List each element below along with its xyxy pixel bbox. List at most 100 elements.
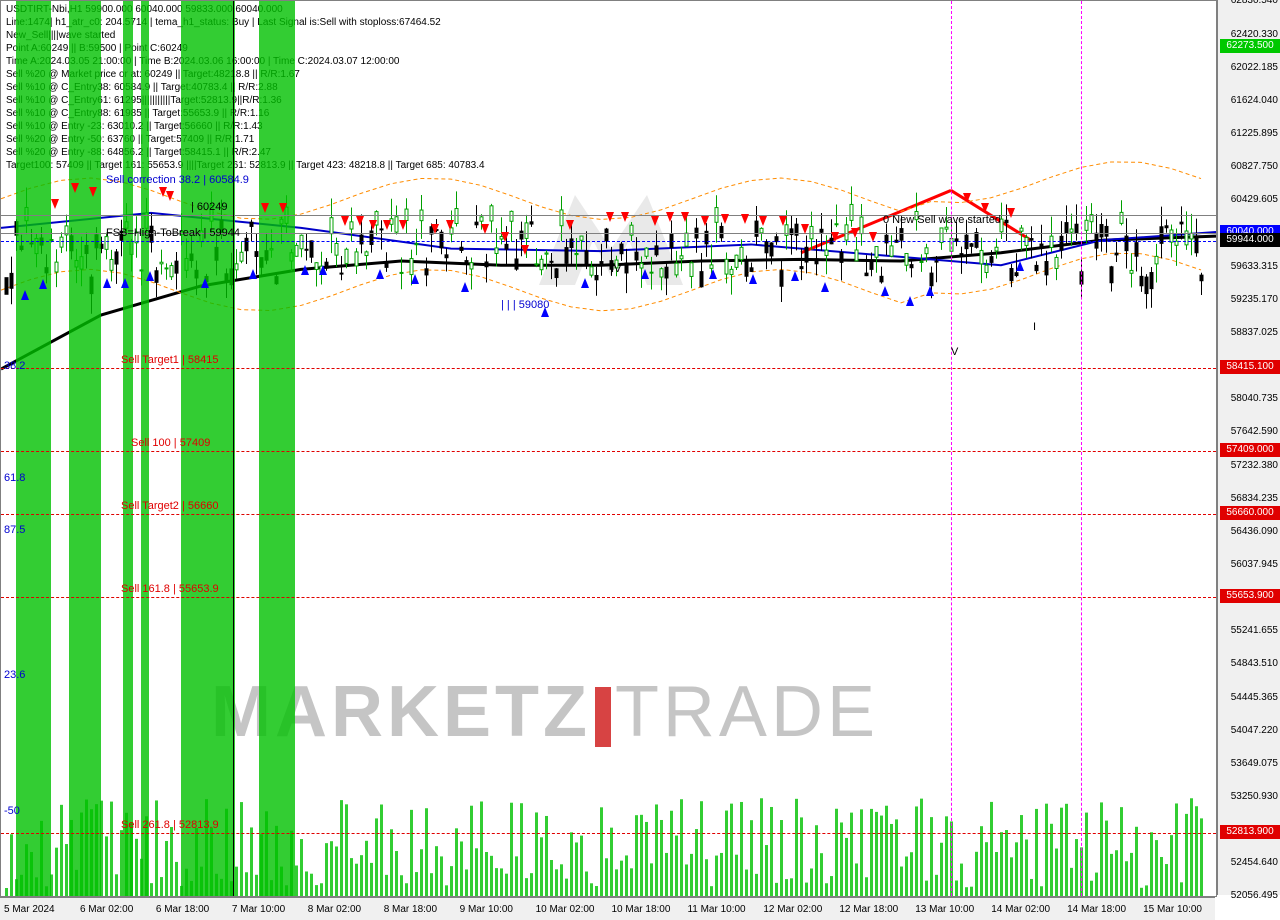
price-line	[1, 514, 1216, 515]
price-box: 56660.000	[1220, 506, 1280, 520]
sell-arrow-icon	[963, 193, 971, 203]
annotation: IV	[611, 263, 621, 275]
price-line	[1, 368, 1216, 369]
time-tick: 14 Mar 18:00	[1067, 904, 1126, 915]
sell-arrow-icon	[356, 216, 364, 226]
price-line	[1, 833, 1216, 834]
watermark-bar	[595, 687, 611, 747]
buy-arrow-icon	[906, 296, 914, 306]
price-box: 52813.900	[1220, 825, 1280, 839]
sell-arrow-icon	[851, 228, 859, 238]
sell-arrow-icon	[399, 220, 407, 230]
price-box: 58415.100	[1220, 360, 1280, 374]
watermark-right: TRADE	[615, 672, 879, 752]
sell-arrow-icon	[651, 216, 659, 226]
price-tick: 53649.075	[1231, 758, 1278, 769]
time-tick: 14 Mar 02:00	[991, 904, 1050, 915]
price-tick: 55241.655	[1231, 625, 1278, 636]
line-label: Sell 161.8 | 55653.9	[121, 583, 219, 595]
fib-label: -50	[4, 805, 20, 817]
buy-arrow-icon	[926, 286, 934, 296]
buy-arrow-icon	[146, 271, 154, 281]
buy-arrow-icon	[461, 282, 469, 292]
time-tick: 6 Mar 18:00	[156, 904, 209, 915]
annotation: 0 New Sell wave started	[883, 214, 1001, 226]
buy-arrow-icon	[581, 278, 589, 288]
sell-arrow-icon	[831, 232, 839, 242]
price-tick: 56436.090	[1231, 526, 1278, 537]
price-tick: 54047.220	[1231, 725, 1278, 736]
price-line	[1, 241, 1216, 242]
sell-arrow-icon	[721, 214, 729, 224]
price-tick: 56834.235	[1231, 493, 1278, 504]
fib-label: 61.8	[4, 472, 25, 484]
time-tick: 11 Mar 10:00	[687, 904, 745, 915]
line-label: Sell 100 | 57409	[131, 437, 210, 449]
fib-label: 87.5	[4, 524, 25, 536]
buy-arrow-icon	[21, 290, 29, 300]
price-tick: 59235.170	[1231, 294, 1278, 305]
buy-arrow-icon	[301, 265, 309, 275]
time-tick: 8 Mar 02:00	[308, 904, 361, 915]
session-zone	[259, 1, 295, 896]
line-label: Sell correction 38.2 | 60584.9	[106, 174, 249, 186]
buy-arrow-icon	[39, 279, 47, 289]
price-axis: 62830.54062420.33062022.18561624.0406122…	[1217, 0, 1280, 895]
price-tick: 52056.495	[1231, 890, 1278, 901]
price-box: 59944.000	[1220, 233, 1280, 247]
sell-arrow-icon	[981, 203, 989, 213]
sell-arrow-icon	[261, 203, 269, 213]
sell-arrow-icon	[741, 214, 749, 224]
chart-area[interactable]: MARKETZTRADE USDTIRT-Nbi,H1 59900.000 60…	[0, 0, 1217, 897]
sell-arrow-icon	[681, 212, 689, 222]
price-tick: 52454.640	[1231, 857, 1278, 868]
time-tick: 9 Mar 10:00	[460, 904, 513, 915]
sell-arrow-icon	[431, 224, 439, 234]
sell-arrow-icon	[869, 232, 877, 242]
line-label: | 60249	[191, 201, 228, 213]
time-tick: 12 Mar 18:00	[839, 904, 898, 915]
sell-arrow-icon	[501, 232, 509, 242]
buy-arrow-icon	[881, 286, 889, 296]
buy-arrow-icon	[709, 269, 717, 279]
buy-arrow-icon	[103, 278, 111, 288]
time-tick: 12 Mar 02:00	[763, 904, 822, 915]
sell-arrow-icon	[166, 191, 174, 201]
buy-arrow-icon	[249, 269, 257, 279]
sell-arrow-icon	[51, 199, 59, 209]
price-tick: 56037.945	[1231, 559, 1278, 570]
buy-arrow-icon	[411, 274, 419, 284]
sell-arrow-icon	[621, 212, 629, 222]
sell-arrow-icon	[369, 220, 377, 230]
time-tick: 13 Mar 10:00	[915, 904, 974, 915]
buy-arrow-icon	[201, 278, 209, 288]
annotation: V	[951, 346, 958, 358]
time-tick: 10 Mar 18:00	[612, 904, 671, 915]
time-line	[233, 1, 234, 896]
fib-label: 38.2	[4, 360, 25, 372]
price-tick: 60827.750	[1231, 161, 1278, 172]
sell-arrow-icon	[71, 183, 79, 193]
time-tick: 8 Mar 18:00	[384, 904, 437, 915]
sell-arrow-icon	[759, 216, 767, 226]
sell-arrow-icon	[481, 224, 489, 234]
fib-label: 23.6	[4, 669, 25, 681]
sell-arrow-icon	[779, 216, 787, 226]
line-label: FSB=High-ToBreak | 59944	[106, 227, 240, 239]
sell-arrow-icon	[341, 216, 349, 226]
price-box: 62273.500	[1220, 39, 1280, 53]
sell-arrow-icon	[279, 203, 287, 213]
price-tick: 53250.930	[1231, 791, 1278, 802]
price-tick: 54843.510	[1231, 658, 1278, 669]
annotation: I	[1033, 321, 1036, 333]
sell-arrow-icon	[383, 220, 391, 230]
sell-arrow-icon	[89, 187, 97, 197]
sell-arrow-icon	[606, 212, 614, 222]
sell-arrow-icon	[446, 220, 454, 230]
price-tick: 57642.590	[1231, 426, 1278, 437]
time-tick: 15 Mar 10:00	[1143, 904, 1202, 915]
session-zone	[69, 1, 101, 896]
price-box: 57409.000	[1220, 443, 1280, 457]
sell-arrow-icon	[701, 216, 709, 226]
price-tick: 58040.735	[1231, 393, 1278, 404]
